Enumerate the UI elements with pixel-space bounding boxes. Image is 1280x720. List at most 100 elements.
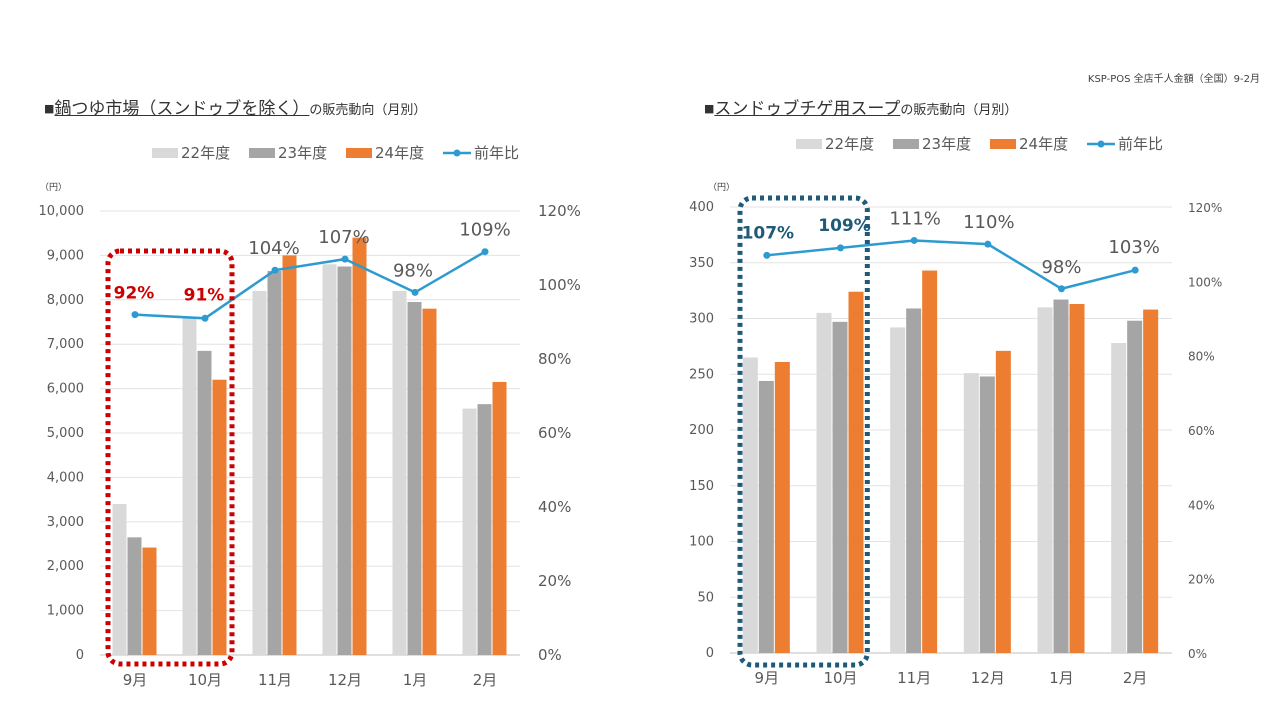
chart1-highlight-box [737, 195, 870, 668]
chart1-y-tick-label: 350 [689, 256, 714, 271]
chart0-bar-22年度 [182, 317, 197, 655]
chart0-bar-23年度 [197, 350, 212, 655]
chart0-yoy-point [131, 311, 139, 319]
chart0-x-tick-label: 11月 [258, 671, 292, 689]
chart1-y-tick-label: 250 [689, 367, 714, 382]
chart0-bar-23年度 [337, 266, 352, 655]
chart0-legend-label: 前年比 [474, 144, 519, 162]
chart1-legend-swatch [796, 139, 822, 149]
chart1-y2-tick-label: 100% [1188, 275, 1222, 289]
chart1-y2-tick-label: 120% [1188, 201, 1222, 215]
chart0-y-tick-label: 1,000 [47, 604, 84, 619]
chart1-y-tick-label: 0 [706, 646, 714, 661]
chart0-y-tick-label: 0 [76, 648, 84, 663]
chart0-y-tick-label: 5,000 [47, 426, 84, 441]
chart0-x-tick-label: 1月 [403, 671, 428, 689]
chart1-yoy-point [763, 251, 771, 259]
chart1-y2-tick-label: 20% [1188, 573, 1215, 587]
chart1-y-tick-label: 300 [689, 312, 714, 327]
chart0-y2-tick-label: 60% [538, 424, 571, 442]
chart1-bar-22年度 [890, 327, 906, 653]
chart0-y2-tick-label: 20% [538, 572, 571, 590]
chart1-bar-22年度 [963, 373, 979, 653]
chart1-x-tick-label: 12月 [971, 669, 1005, 687]
chart1-y2-tick-label: 0% [1188, 647, 1207, 661]
chart0-y-tick-label: 7,000 [47, 337, 84, 352]
chart1-x-tick-label: 2月 [1123, 669, 1148, 687]
chart0-y-unit-label: （円） [40, 182, 67, 193]
chart0-bar-24年度 [422, 308, 437, 655]
chart0-legend-swatch [152, 148, 178, 158]
chart0-bar-23年度 [267, 270, 282, 655]
chart0-y2-tick-label: 80% [538, 350, 571, 368]
chart0-yoy-data-label: 91% [184, 285, 225, 305]
chart-title-suffix: の販売動向（月別） [900, 103, 1018, 118]
chart0-yoy-line [134, 250, 486, 320]
chart0-legend-swatch [249, 148, 275, 158]
chart0-bar-24年度 [142, 547, 157, 655]
chart-title-suffix: の販売動向（月別） [309, 103, 427, 118]
chart1-yoy-point [1058, 285, 1065, 293]
chart1-yoy-point [984, 240, 992, 248]
chart1-legend-label: 24年度 [1019, 135, 1068, 153]
chart1-yoy-point [910, 236, 918, 244]
chart0-legend-swatch [346, 148, 372, 158]
chart1-bar-22年度 [1037, 307, 1053, 653]
chart0-yoy-data-label: 92% [114, 284, 155, 304]
chart0-y-tick-label: 9,000 [47, 248, 84, 263]
chart1-bar-24年度 [774, 361, 790, 653]
chart0-bar-22年度 [112, 504, 127, 655]
chart1-y2-tick-label: 80% [1188, 350, 1215, 364]
chart0-yoy-point [201, 314, 209, 322]
chart0-bar-23年度 [477, 404, 492, 655]
chart1-bar-23年度 [1053, 299, 1069, 653]
chart1-y-tick-label: 150 [689, 479, 714, 494]
chart0-y-tick-label: 10,000 [39, 204, 85, 219]
chart0-yoy-point [271, 266, 279, 274]
chart1-yoy-data-label: 98% [1041, 257, 1081, 278]
chart1-bar-23年度 [979, 376, 995, 653]
chart0-y2-tick-label: 100% [538, 276, 581, 294]
chart1-bar-24年度 [1143, 309, 1159, 653]
chart0-y-tick-label: 4,000 [47, 470, 84, 485]
chart1-yoy-data-label: 109% [818, 216, 871, 236]
chart1-bar-24年度 [995, 350, 1011, 653]
chart1-bar-23年度 [832, 321, 848, 653]
chart1-bar-24年度 [1069, 304, 1085, 653]
chart1-bar-22年度 [742, 357, 758, 653]
chart0-bar-22年度 [462, 408, 477, 655]
chart0-y-tick-label: 3,000 [47, 515, 84, 530]
chart1-legend-marker [1097, 140, 1105, 148]
chart0-y2-tick-label: 40% [538, 498, 571, 516]
source-note: KSP-POS 全店千人金額（全国）9-2月 [1087, 74, 1260, 85]
chart1-x-tick-label: 11月 [897, 669, 931, 687]
chart1-legend-label: 23年度 [922, 135, 971, 153]
chart0-yoy-point [481, 248, 489, 256]
chart0-bar-23年度 [407, 302, 422, 655]
chart0-y2-tick-label: 0% [538, 646, 562, 664]
chart0-legend-marker [453, 149, 461, 157]
chart0-yoy-point [341, 255, 349, 263]
chart0-yoy-data-label: 98% [393, 260, 433, 281]
chart0-y2-tick-label: 120% [538, 202, 581, 220]
chart0-bar-22年度 [322, 264, 337, 655]
chart-title-main: スンドゥブチゲ用スープ [714, 99, 901, 119]
chart1-x-tick-label: 10月 [823, 669, 857, 687]
chart0-x-tick-label: 12月 [328, 671, 362, 689]
chart0-bar-24年度 [352, 237, 367, 655]
chart1-yoy-line [766, 239, 1136, 291]
chart1-y-tick-label: 100 [689, 535, 714, 550]
chart1-bar-22年度 [1111, 343, 1127, 653]
chart0-y-tick-label: 8,000 [47, 293, 84, 308]
chart0-yoy-data-label: 109% [459, 220, 510, 241]
chart0-x-tick-label: 9月 [123, 671, 148, 689]
chart1-yoy-data-label: 107% [742, 223, 795, 243]
chart0-bar-24年度 [212, 379, 227, 655]
chart1-y-tick-label: 50 [697, 590, 714, 605]
chart1-x-tick-label: 1月 [1049, 669, 1074, 687]
chart0-y-tick-label: 2,000 [47, 559, 84, 574]
chart0-bar-22年度 [392, 290, 407, 655]
title-square-icon: ■ [704, 102, 715, 115]
